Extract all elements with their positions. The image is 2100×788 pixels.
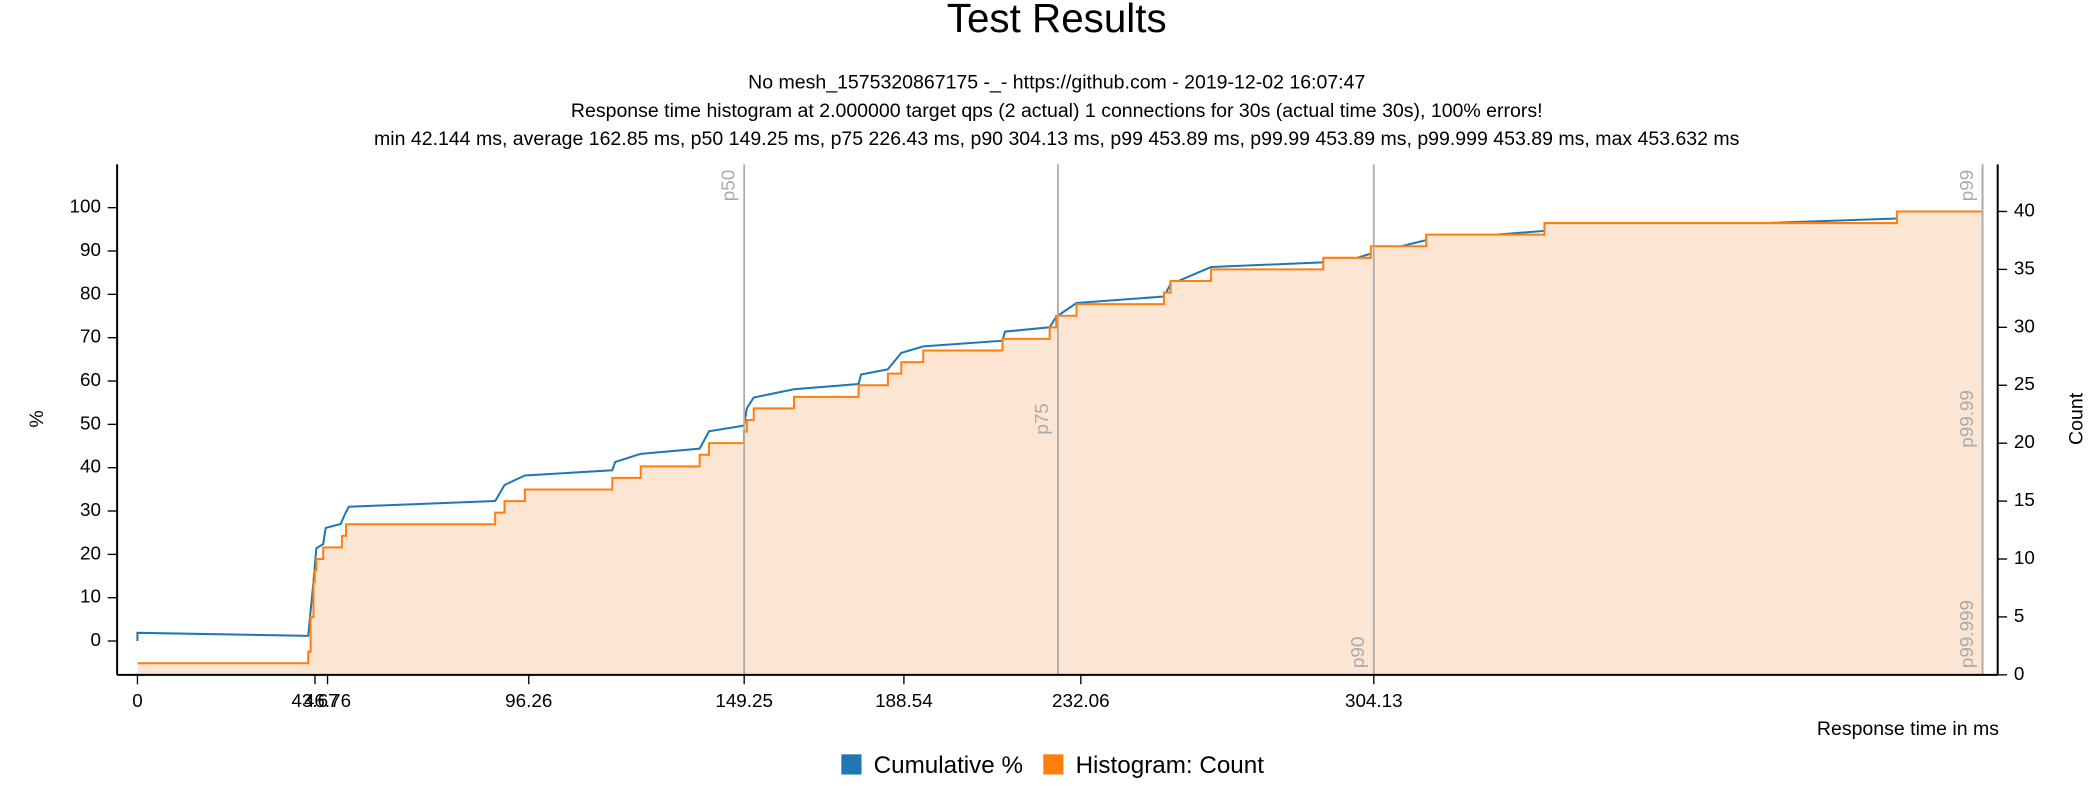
x-tick-label: 304.13 (1345, 690, 1403, 711)
x-tick-label: 46.76 (304, 690, 351, 711)
series-line (137, 210, 1982, 665)
y2-tick-label: 30 (2014, 315, 2035, 336)
y2-axis-label: Count (2065, 392, 2087, 445)
subtitle: No mesh_1575320867175 -_- https://github… (748, 72, 1365, 94)
series-line (136, 210, 1981, 642)
subtitle: Response time histogram at 2.000000 targ… (571, 100, 1543, 122)
y-tick-label: 10 (80, 586, 101, 607)
y-axis-label: % (26, 410, 48, 427)
y-tick-label: 80 (80, 282, 101, 303)
y-tick-label: 0 (90, 629, 100, 650)
y2-tick-label: 0 (2014, 663, 2024, 684)
percentile-label: p99.99 (1956, 390, 1977, 448)
y2-tick-label: 25 (2014, 373, 2035, 394)
y-tick-label: 100 (70, 196, 101, 217)
subtitle: min 42.144 ms, average 162.85 ms, p50 14… (374, 128, 1740, 150)
x-tick-label: 96.26 (505, 690, 552, 711)
x-axis-label: Response time in ms (1817, 718, 1999, 740)
percentile-label: p50 (717, 170, 738, 201)
y-tick-label: 60 (80, 369, 101, 390)
legend-label: Histogram: Count (1076, 752, 1265, 779)
x-tick-label: 188.54 (875, 690, 933, 711)
y-tick-label: 40 (80, 456, 101, 477)
x-tick-label: 149.25 (715, 690, 773, 711)
y-tick-label: 70 (80, 326, 101, 347)
x-tick-label: 232.06 (1052, 690, 1110, 711)
y2-tick-label: 5 (2014, 605, 2024, 626)
percentile-label: p99.999 (1956, 600, 1977, 668)
y-tick-label: 90 (80, 239, 101, 260)
legend-swatch (1043, 754, 1064, 775)
legend-label: Cumulative % (874, 752, 1023, 779)
percentile-label: p75 (1031, 403, 1052, 434)
legend-swatch (841, 754, 862, 775)
x-tick-label: 43.67 (291, 690, 338, 711)
y-tick-label: 20 (80, 542, 101, 563)
y2-tick-label: 10 (2014, 547, 2035, 568)
percentile-label: p99 (1956, 170, 1977, 201)
y2-tick-label: 35 (2014, 257, 2035, 278)
y2-tick-label: 15 (2014, 489, 2035, 510)
chart-title: Test Results (947, 0, 1167, 41)
y2-tick-label: 40 (2014, 199, 2035, 220)
percentile-label: p90 (1347, 637, 1368, 668)
y-tick-label: 50 (80, 412, 101, 433)
y2-tick-label: 20 (2014, 431, 2035, 452)
x-tick-label: 0 (132, 690, 142, 711)
area (137, 211, 1982, 675)
y-tick-label: 30 (80, 499, 101, 520)
